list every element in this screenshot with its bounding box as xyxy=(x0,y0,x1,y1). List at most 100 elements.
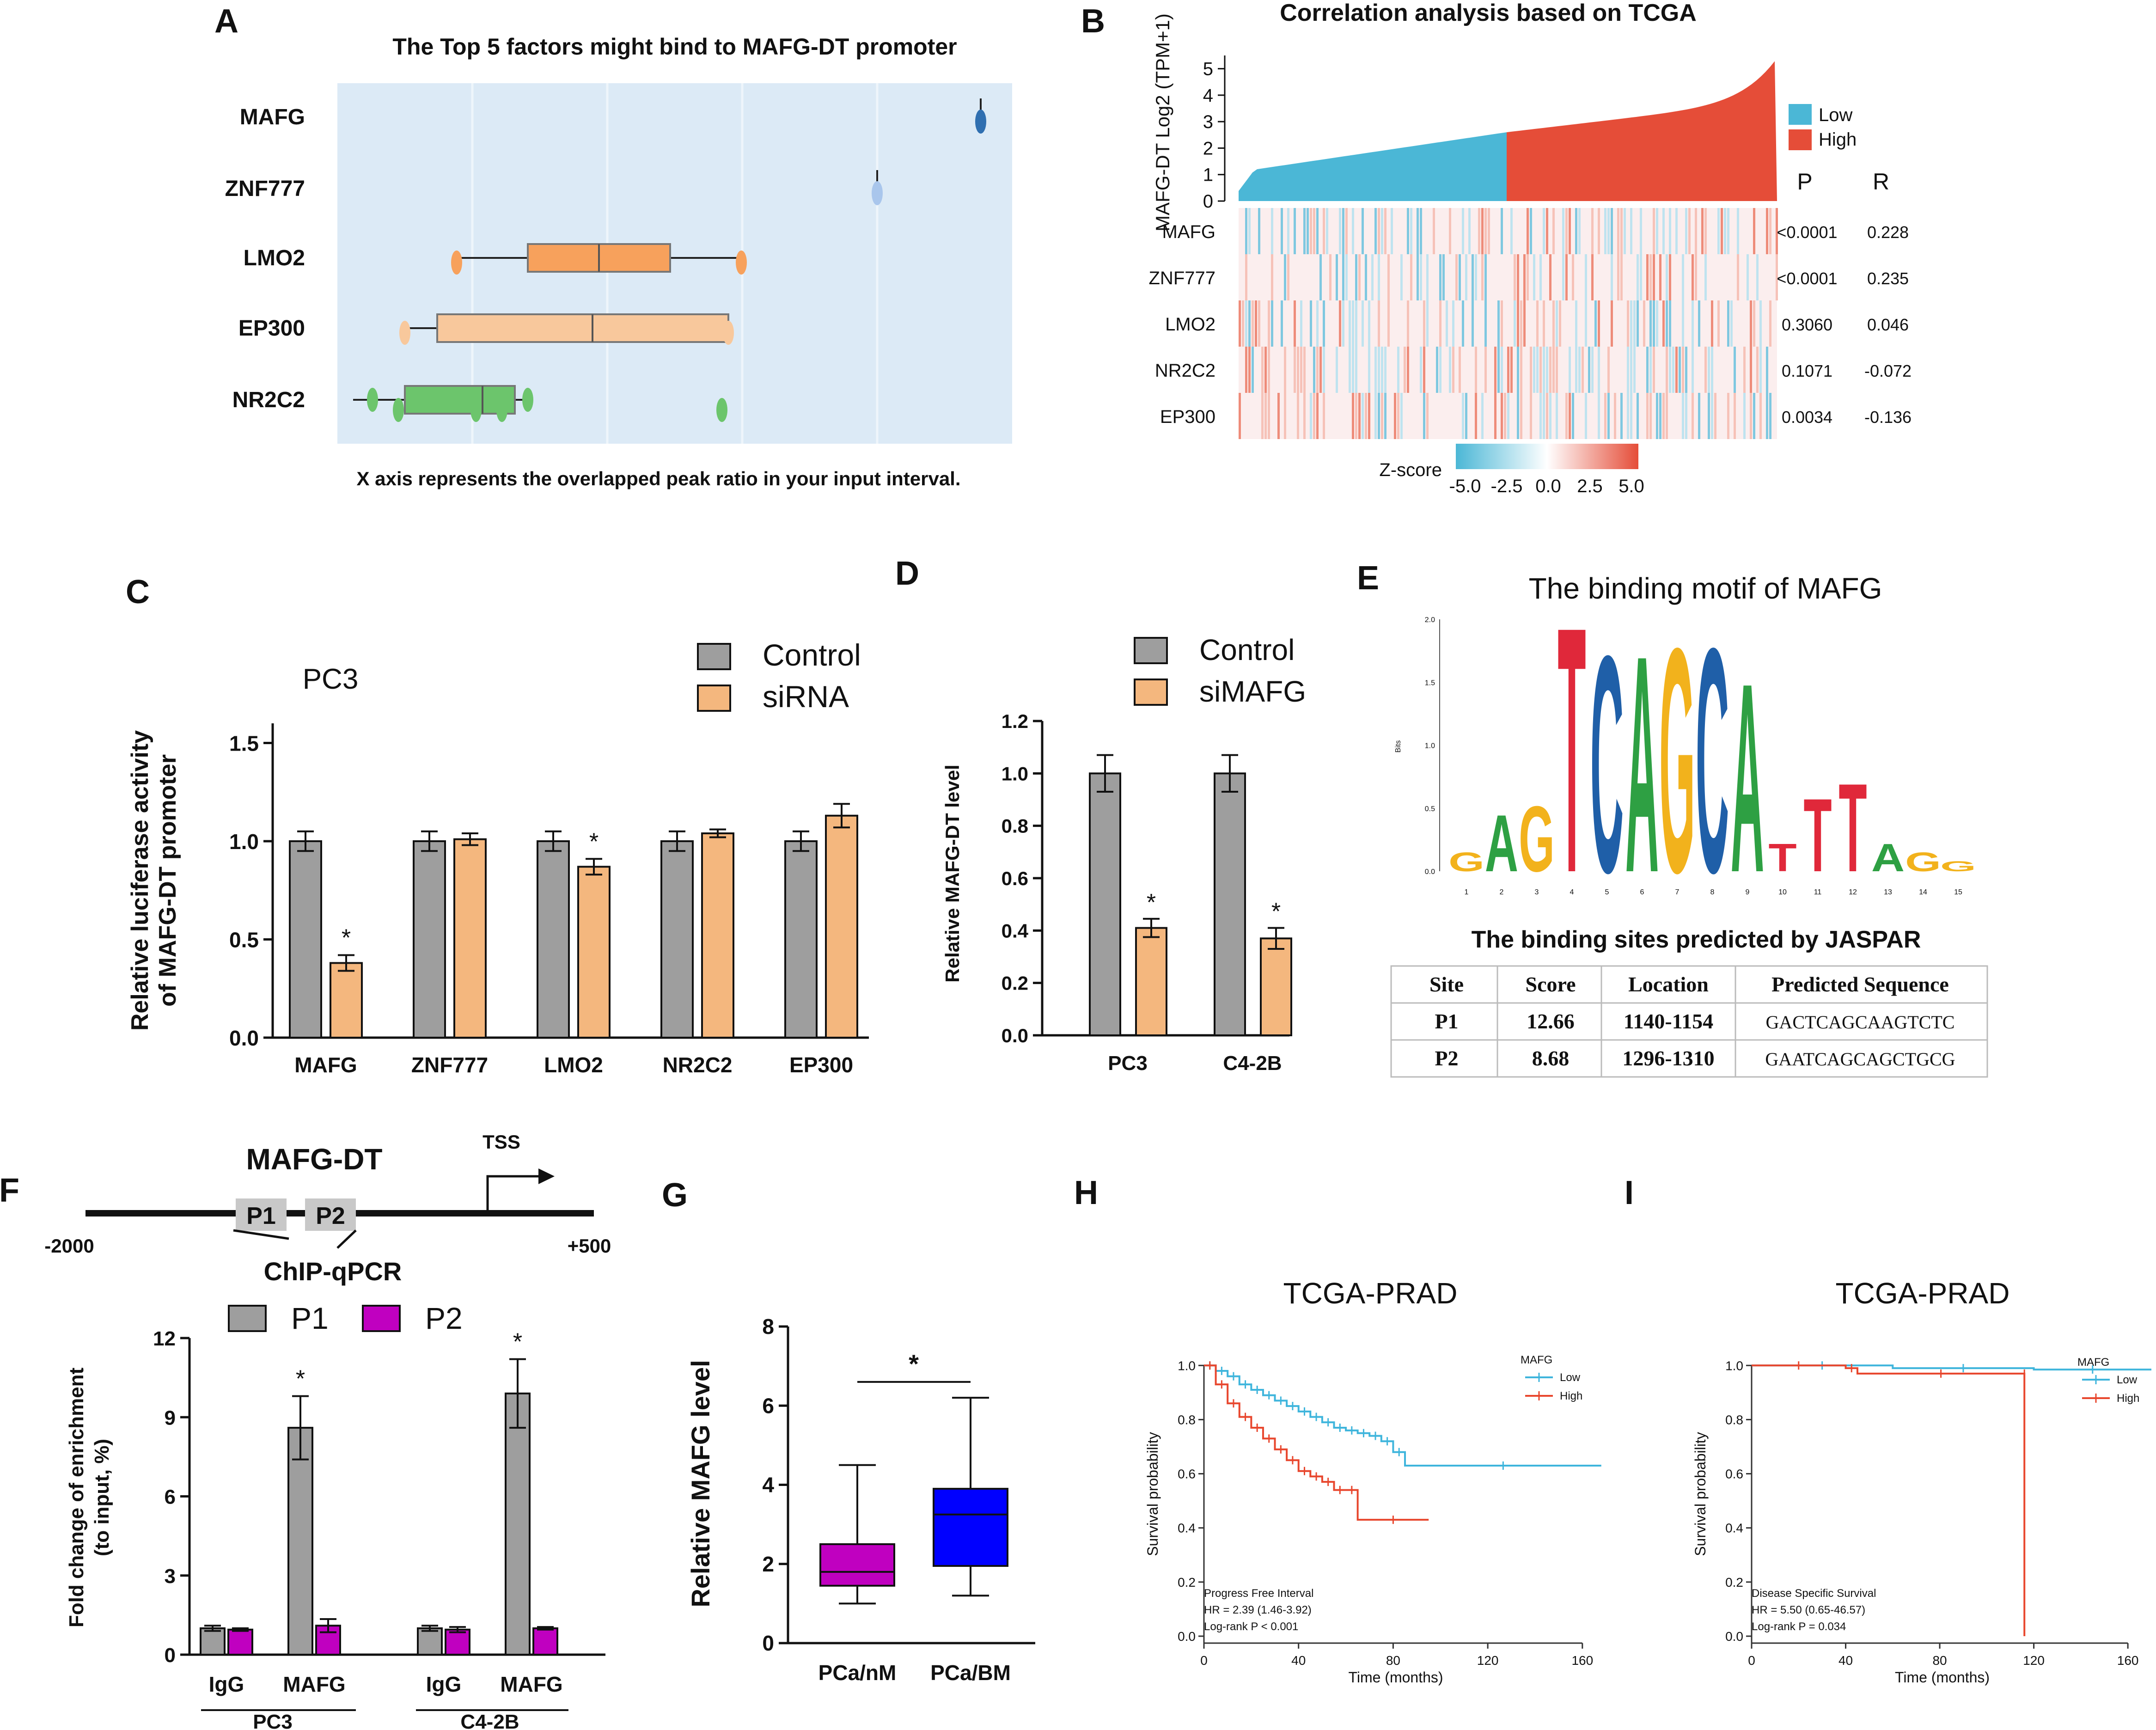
panel-c-legend-control: Control xyxy=(763,638,861,672)
panel-c-x-label-znf777: ZNF777 xyxy=(411,1053,488,1077)
panel-a-box-ep300 xyxy=(436,313,729,343)
panel-b-p-value-lmo2: 0.3060 xyxy=(1782,315,1832,334)
panel-b: Correlation analysis based on TCGA 0 1 2 3 4 5… xyxy=(1149,0,1912,496)
panel-b-heatmap-cell xyxy=(1653,347,1655,393)
panel-b-heatmap-cell xyxy=(1734,347,1736,393)
panel-b-heatmap-cell xyxy=(1552,347,1555,393)
panel-b-heatmap-cell xyxy=(1530,208,1532,254)
panel-letter-c: C xyxy=(126,574,150,611)
panel-b-heatmap-cell xyxy=(1303,208,1306,254)
panel-a-point-nr2c2 xyxy=(483,388,495,412)
panel-i: TCGA-PRAD 0.0 0.2 0.4 0.6 0.8 1.0 0 40 80 120 160 Ti… xyxy=(1692,1277,2151,1686)
panel-c-y-ticklabel: 0.0 xyxy=(229,1026,259,1050)
panel-c-y-ticklabel: 0.5 xyxy=(229,928,259,952)
panel-b-heatmap-cell xyxy=(1387,300,1390,347)
panel-b-heatmap-cell xyxy=(1730,300,1733,347)
panel-b-heatmap-cell xyxy=(1569,347,1571,393)
panel-e-table-cell: 8.68 xyxy=(1532,1046,1570,1070)
panel-b-heatmap-cell xyxy=(1750,347,1752,393)
panel-b-heatmap-cell xyxy=(1562,208,1564,254)
panel-b-y-ticklabel: 1 xyxy=(1203,165,1213,185)
panel-b-heatmap-cell xyxy=(1750,393,1752,439)
panel-b-heatmap-cell xyxy=(1624,208,1626,254)
panel-b-heatmap-cell xyxy=(1669,208,1671,254)
panel-c-bar-control-mafg xyxy=(289,840,322,1039)
panel-b-heatmap-cell xyxy=(1620,254,1623,300)
panel-f-x-label-mafg: MAFG xyxy=(283,1672,345,1696)
panel-b-heatmap-cell xyxy=(1591,208,1594,254)
panel-b-heatmap-cell xyxy=(1271,254,1273,300)
panel-b-heatmap-cell xyxy=(1527,208,1529,254)
panel-b-heatmap-cell xyxy=(1433,208,1435,254)
panel-e-ylabel: Bits xyxy=(1394,740,1402,753)
panel-b-heatmap-cell xyxy=(1488,208,1490,254)
panel-b-heatmap-cell xyxy=(1556,347,1558,393)
panel-f-site-p2-label: P2 xyxy=(316,1203,345,1229)
panel-e-position-label: 6 xyxy=(1640,888,1644,896)
panel-b-heatmap-cell xyxy=(1255,300,1257,347)
panel-b-heatmap-cell xyxy=(1585,300,1587,347)
panel-a-point-lmo2 xyxy=(736,251,747,275)
panel-b-heatmap-cell xyxy=(1316,347,1319,393)
panel-f-legend-p2-swatch xyxy=(362,1305,401,1332)
panel-h-xlabel: Time (months) xyxy=(1348,1669,1443,1686)
panel-b-heatmap-cell xyxy=(1475,347,1477,393)
panel-b-heatmap-cell xyxy=(1734,393,1736,439)
panel-b-heatmap-cell xyxy=(1342,254,1344,300)
panel-g-box-pcanm xyxy=(819,1543,895,1587)
panel-f-bar-p2 xyxy=(227,1628,253,1656)
panel-c-bar-sirna-znf777 xyxy=(453,838,487,1039)
panel-c-bar-control-lmo2 xyxy=(537,840,570,1039)
panel-b-heatmap-cell xyxy=(1637,393,1639,439)
panel-h-curve-high xyxy=(1204,1364,1429,1521)
panel-b-heatmap-cell xyxy=(1569,208,1571,254)
panel-b-heatmap-cell xyxy=(1352,208,1354,254)
panel-b-heatmap-cell xyxy=(1546,347,1548,393)
panel-b-heatmap-cell xyxy=(1439,300,1441,347)
panel-b-heatmap-cell xyxy=(1692,347,1694,393)
panel-b-heatmap-cell xyxy=(1407,347,1409,393)
panel-b-heatmap-cell xyxy=(1692,254,1694,300)
panel-b-heatmap-cell xyxy=(1591,347,1594,393)
panel-b-legend-low: Low xyxy=(1819,105,1852,125)
panel-b-heatmap-cell xyxy=(1659,254,1661,300)
panel-g-x-label-pcabm: PCa/BM xyxy=(930,1661,1011,1685)
panel-b-heatmap-cell xyxy=(1245,347,1247,393)
panel-b-heatmap-cell xyxy=(1692,300,1694,347)
panel-e-motif-letter: G xyxy=(1659,581,1695,939)
panel-h-curve-low xyxy=(1204,1364,1601,1467)
panel-c-bar-sirna-lmo2 xyxy=(577,866,611,1039)
panel-b-heatmap-cell xyxy=(1682,347,1684,393)
panel-c: 0.0 0.5 1.0 1.5 Relative luciferase activity… xyxy=(127,638,869,1077)
panel-b-heatmap-cell xyxy=(1284,393,1286,439)
panel-e-table-cell: 1140-1154 xyxy=(1624,1009,1713,1033)
panel-b-heatmap-cell xyxy=(1449,347,1451,393)
panel-b-y-ticklabel: 0 xyxy=(1203,191,1213,212)
panel-b-heatmap-cell xyxy=(1374,393,1377,439)
panel-h: TCGA-PRAD 0.0 0.2 0.4 0.6 0.8 1.0 0 40 80 120 160 Ti… xyxy=(1144,1277,1601,1686)
panel-b-heatmap-cell xyxy=(1698,393,1700,439)
panel-b-heatmap-cell xyxy=(1708,347,1710,393)
panel-b-heatmap-row-lmo2 xyxy=(1239,300,1777,347)
panel-e-position-label: 13 xyxy=(1884,888,1892,896)
panel-b-heatmap-cell xyxy=(1472,254,1474,300)
panel-b-heatmap-cell xyxy=(1656,300,1658,347)
panel-b-heatmap-cell xyxy=(1362,300,1364,347)
panel-b-heatmap-cell xyxy=(1287,208,1289,254)
panel-f-significance-star: * xyxy=(296,1366,305,1393)
panel-b-r-value-ep300: -0.136 xyxy=(1864,408,1912,427)
panel-b-heatmap-cell xyxy=(1724,208,1726,254)
panel-b-heatmap-cell xyxy=(1717,208,1720,254)
panel-b-r-value-mafg: 0.228 xyxy=(1867,223,1909,242)
panel-b-heatmap-cell xyxy=(1520,300,1522,347)
panel-f-bar-p1 xyxy=(417,1627,443,1656)
panel-b-r-value-znf777: 0.235 xyxy=(1867,269,1909,288)
panel-b-p-header: P xyxy=(1797,169,1812,195)
panel-e-table-header: Predicted Sequence xyxy=(1771,972,1949,996)
panel-b-heatmap-cell xyxy=(1756,347,1759,393)
panel-b-heatmap-cell xyxy=(1662,393,1665,439)
panel-a-point-nr2c2 xyxy=(522,388,533,412)
panel-f-legend-p1: P1 xyxy=(291,1301,329,1335)
panel-b-heatmap-cell xyxy=(1578,347,1581,393)
panel-a-caption: X axis represents the overlapped peak ra… xyxy=(356,468,960,489)
